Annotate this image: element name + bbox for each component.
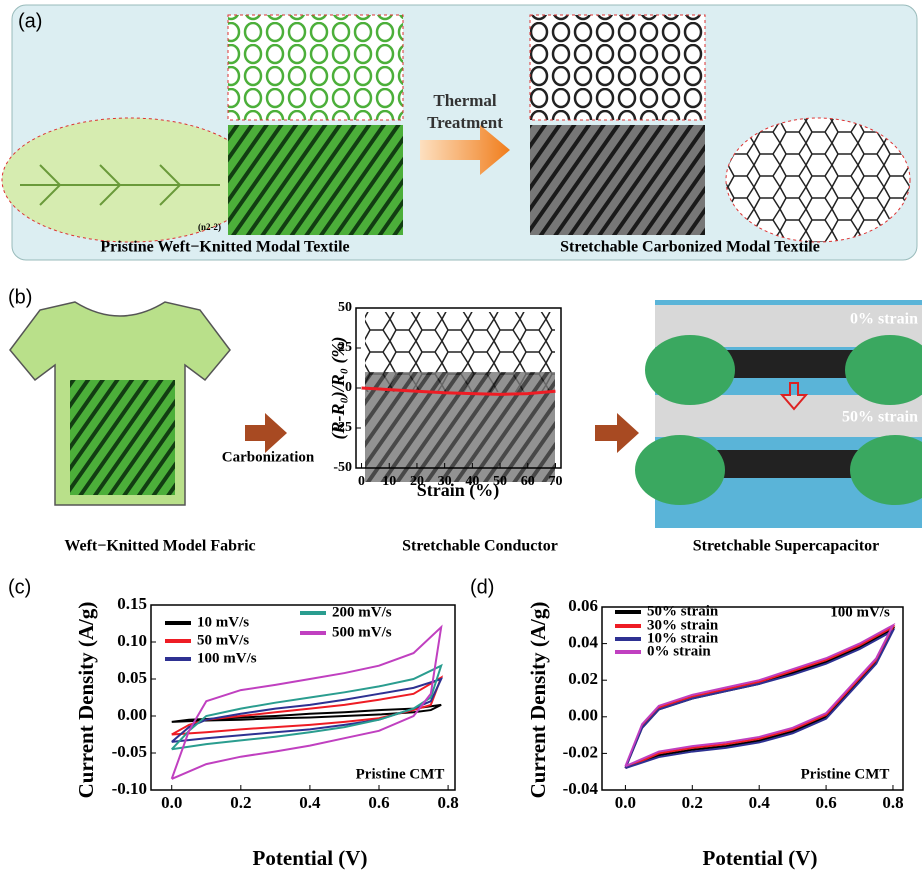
panel-b: (b) Carbonization 0% strain 50% strain W… xyxy=(8,286,922,554)
x-axis-label: Potential (V) xyxy=(253,846,368,870)
y-tick-label: 0.10 xyxy=(117,631,147,650)
repeat-unit: (n2-2) xyxy=(198,222,221,232)
caption: Weft−Knitted Model Fabric xyxy=(64,538,255,555)
device xyxy=(705,450,875,478)
y-tick-label: -0.02 xyxy=(563,742,598,761)
arrow-label: Thermal Treatment xyxy=(405,90,525,134)
y-tick-label: 0.04 xyxy=(568,633,598,652)
graphitic-bubble xyxy=(726,118,910,242)
x-tick-label: 70 xyxy=(548,474,562,489)
legend-label: 50 mV/s xyxy=(197,632,249,648)
glove xyxy=(645,335,735,405)
y-tick-label: 50 xyxy=(338,300,352,315)
arrow xyxy=(245,413,287,453)
knit-loops-carbon xyxy=(530,15,705,120)
y-tick-label: -0.04 xyxy=(563,779,599,798)
y-tick-label: -50 xyxy=(333,460,352,475)
panel-label: (a) xyxy=(18,10,42,32)
y-axis-label: Current Density (A/g) xyxy=(526,602,550,799)
strain-label: 0% strain xyxy=(850,311,918,328)
legend-label: 0% strain xyxy=(647,643,711,659)
x-tick-label: 0.8 xyxy=(437,793,458,812)
legend-label: 200 mV/s xyxy=(332,604,392,620)
caption: Stretchable Conductor xyxy=(402,538,558,555)
arrow-label-box: Thermal Treatment xyxy=(405,90,525,140)
caption: Stretchable Carbonized Modal Textile xyxy=(560,239,820,256)
x-tick-label: 0.6 xyxy=(368,793,389,812)
x-tick-label: 0.0 xyxy=(615,793,636,812)
glove xyxy=(635,435,725,505)
textile-carbon xyxy=(530,125,705,235)
y-tick-label: 0.00 xyxy=(568,706,598,725)
x-tick-label: 60 xyxy=(521,474,535,489)
strain-label: 50% strain xyxy=(842,409,918,426)
page: { "panel_a": {"label": "(a)", "arrow_tex… xyxy=(0,0,922,876)
y-tick-label: 0.06 xyxy=(568,596,598,615)
y-tick-label: 0.02 xyxy=(568,669,598,688)
x-axis-label: Strain (%) xyxy=(417,480,500,501)
shirt-textile xyxy=(70,380,175,495)
arrow xyxy=(595,413,639,453)
y-axis-label: (R-R₀)/R₀ (%) xyxy=(328,336,349,439)
y-tick-label: 0.05 xyxy=(117,668,147,687)
x-tick-label: 0 xyxy=(358,474,365,489)
x-tick-label: 0.2 xyxy=(230,793,251,812)
x-tick-label: 0.0 xyxy=(161,793,182,812)
x-tick-label: 0.4 xyxy=(749,793,771,812)
legend-label: 500 mV/s xyxy=(332,624,392,640)
caption: Stretchable Supercapacitor xyxy=(693,538,880,555)
x-tick-label: 10 xyxy=(382,474,396,489)
device xyxy=(720,350,860,378)
panel-label: (b) xyxy=(8,286,32,308)
annotation: Pristine CMT xyxy=(801,766,890,782)
textile-green xyxy=(228,125,403,235)
arrow-label: Carbonization xyxy=(222,449,315,465)
y-tick-label: -0.05 xyxy=(112,742,147,761)
x-tick-label: 0.4 xyxy=(299,793,321,812)
panel-label: (d) xyxy=(470,576,494,598)
x-tick-label: 0.8 xyxy=(882,793,903,812)
caption: Pristine Weft−Knitted Modal Textile xyxy=(100,239,349,256)
annotation: Pristine CMT xyxy=(356,766,445,782)
annotation: 100 mV/s xyxy=(830,604,890,620)
y-tick-label: -0.10 xyxy=(112,779,147,798)
panel-label: (c) xyxy=(8,576,31,598)
x-tick-label: 0.6 xyxy=(815,793,836,812)
x-tick-label: 0.2 xyxy=(682,793,703,812)
y-tick-label: 0.15 xyxy=(117,594,147,613)
legend-label: 100 mV/s xyxy=(197,650,257,666)
y-axis-label: Current Density (A/g) xyxy=(74,602,98,799)
y-tick-label: 0.00 xyxy=(117,705,147,724)
knit-loops xyxy=(228,15,403,120)
legend-label: 10 mV/s xyxy=(197,614,249,630)
x-axis-label: Potential (V) xyxy=(703,846,818,870)
panel-a: (a) (n2-2) Thermal Treatment Pristine We… xyxy=(2,5,917,260)
figure: (a) (n2-2) Thermal Treatment Pristine We… xyxy=(0,0,922,876)
